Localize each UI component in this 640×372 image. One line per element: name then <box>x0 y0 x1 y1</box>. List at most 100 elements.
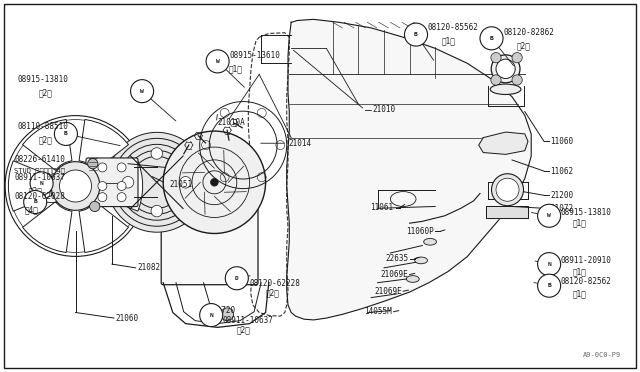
Circle shape <box>163 131 266 234</box>
Text: W: W <box>547 213 551 218</box>
Ellipse shape <box>424 238 436 245</box>
Text: 21051: 21051 <box>170 180 193 189</box>
Ellipse shape <box>496 59 515 78</box>
Circle shape <box>122 177 134 188</box>
Circle shape <box>107 132 207 232</box>
Ellipse shape <box>406 276 419 282</box>
Circle shape <box>151 148 163 159</box>
Circle shape <box>512 75 522 85</box>
Text: 14055M: 14055M <box>365 307 392 316</box>
Polygon shape <box>79 119 129 170</box>
Circle shape <box>151 205 163 217</box>
Text: （1）: （1） <box>573 219 587 228</box>
Polygon shape <box>8 161 52 211</box>
Text: 08911-10637: 08911-10637 <box>223 316 273 325</box>
Circle shape <box>200 304 223 327</box>
Text: N: N <box>209 312 213 318</box>
Text: N: N <box>40 181 44 186</box>
Text: 08120-85562: 08120-85562 <box>428 23 478 32</box>
FancyBboxPatch shape <box>86 158 138 206</box>
Text: W: W <box>140 89 144 94</box>
Text: 11062: 11062 <box>550 167 573 176</box>
Circle shape <box>51 162 100 210</box>
Circle shape <box>206 50 229 73</box>
Circle shape <box>60 170 92 202</box>
Text: 22635: 22635 <box>385 254 408 263</box>
Text: （1）: （1） <box>229 64 243 73</box>
Polygon shape <box>287 19 531 320</box>
Text: 08120-82862: 08120-82862 <box>503 28 554 37</box>
Circle shape <box>404 23 428 46</box>
Text: 08911-20910: 08911-20910 <box>561 256 611 265</box>
Circle shape <box>54 122 77 145</box>
Text: 21082: 21082 <box>138 263 161 272</box>
Text: 08226-61410: 08226-61410 <box>14 155 65 164</box>
Polygon shape <box>479 132 528 154</box>
Text: 21069E: 21069E <box>374 287 402 296</box>
Text: D: D <box>235 276 239 281</box>
Text: B: B <box>490 36 493 41</box>
Text: B: B <box>414 32 418 37</box>
Text: （4）: （4） <box>24 205 38 214</box>
Text: （2）: （2） <box>266 289 280 298</box>
Circle shape <box>117 193 126 202</box>
Text: 11720: 11720 <box>212 306 236 315</box>
Circle shape <box>492 174 524 206</box>
Text: B: B <box>33 199 37 205</box>
Text: 11061: 11061 <box>371 203 394 212</box>
Text: （2）: （2） <box>29 186 43 195</box>
Text: 21010A: 21010A <box>218 118 245 127</box>
Circle shape <box>98 182 107 190</box>
Text: （2）: （2） <box>38 135 52 144</box>
Circle shape <box>30 172 53 195</box>
Text: （1）: （1） <box>442 36 456 45</box>
Text: 08911-10637: 08911-10637 <box>14 173 65 182</box>
Text: （1）: （1） <box>573 267 587 276</box>
Text: 08915-13810: 08915-13810 <box>561 208 611 217</box>
Text: 11072: 11072 <box>550 204 573 213</box>
Circle shape <box>117 163 126 172</box>
Circle shape <box>180 177 191 188</box>
Text: 11060P: 11060P <box>406 227 434 236</box>
Circle shape <box>491 52 501 63</box>
Text: N: N <box>547 262 551 267</box>
Circle shape <box>117 182 126 190</box>
Text: （1）: （1） <box>573 289 587 298</box>
Circle shape <box>88 158 98 169</box>
Ellipse shape <box>492 55 520 83</box>
Circle shape <box>496 178 519 201</box>
Text: B: B <box>547 283 551 288</box>
Text: B: B <box>64 131 68 137</box>
Text: 21069E: 21069E <box>381 270 408 279</box>
Text: STUD スタッド（4）: STUD スタッド（4） <box>14 168 65 174</box>
Text: 21010: 21010 <box>372 105 396 114</box>
Text: 21014: 21014 <box>288 139 311 148</box>
Ellipse shape <box>490 84 521 94</box>
Text: （2）: （2） <box>517 41 531 50</box>
Circle shape <box>538 204 561 227</box>
Circle shape <box>221 308 234 321</box>
Text: 08110-88510: 08110-88510 <box>18 122 68 131</box>
Text: 11060: 11060 <box>550 137 573 146</box>
Polygon shape <box>99 161 143 211</box>
Text: A9-0C0-P9: A9-0C0-P9 <box>582 352 621 358</box>
Circle shape <box>512 52 522 63</box>
Circle shape <box>538 274 561 297</box>
Text: 08120-62228: 08120-62228 <box>250 279 300 288</box>
Text: 08915-13610: 08915-13610 <box>229 51 280 60</box>
Text: （2）: （2） <box>237 326 251 334</box>
Circle shape <box>491 75 501 85</box>
Circle shape <box>225 267 248 290</box>
Polygon shape <box>22 119 72 170</box>
Text: 08120-62028: 08120-62028 <box>14 192 65 201</box>
Polygon shape <box>486 206 528 218</box>
Circle shape <box>538 253 561 276</box>
Text: 08915-13810: 08915-13810 <box>18 76 68 84</box>
FancyBboxPatch shape <box>161 173 258 285</box>
Text: 21200: 21200 <box>550 191 573 200</box>
Circle shape <box>480 27 503 50</box>
Circle shape <box>98 163 107 172</box>
Text: 21060: 21060 <box>115 314 138 323</box>
Polygon shape <box>79 202 129 253</box>
Circle shape <box>90 201 100 212</box>
